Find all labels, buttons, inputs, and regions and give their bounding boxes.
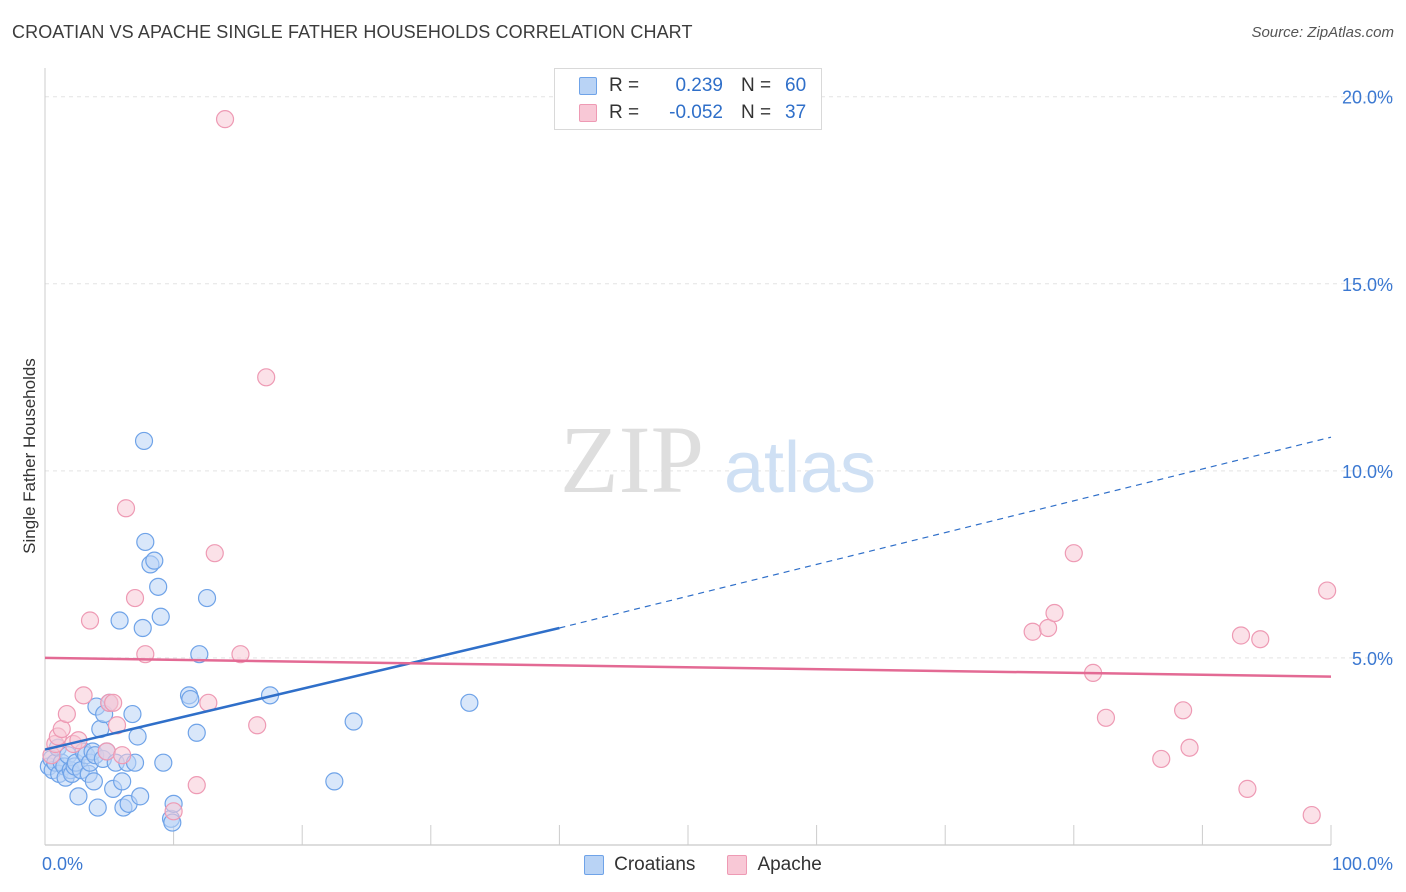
legend-item-croatians[interactable]: Croatians [584,854,695,876]
point-apache [1180,738,1199,757]
point-apache [104,693,123,712]
y-tick-label: 10.0% [1342,462,1393,482]
stats-legend: R = 0.239 N = 60 R = -0.052 N = 37 [554,68,822,130]
x-tick-label: 100.0% [1332,854,1393,874]
axes [44,68,1332,846]
point-apache [1318,581,1337,600]
point-croatians [110,611,129,630]
point-croatians [113,772,132,791]
point-apache [1231,626,1251,645]
y-tick-label: 20.0% [1342,88,1393,108]
point-apache [1045,603,1064,623]
zipatlas-watermark: ZIP atlas [560,406,876,513]
source-credit: Source: ZipAtlas.com [1251,24,1394,41]
point-apache [97,742,116,761]
point-apache [74,686,93,705]
point-apache [1064,544,1083,563]
legend-n-value: 37 [785,102,807,123]
series-legend: Croatians Apache [0,852,1406,878]
legend-row-apache: R = -0.052 N = 37 [579,101,806,125]
legend-row-croatians: R = 0.239 N = 60 [579,74,806,98]
point-apache [1174,701,1193,720]
point-croatians [131,787,150,806]
watermark-zip: ZIP [560,406,704,513]
point-croatians [190,645,209,664]
point-croatians [136,532,155,552]
point-apache [1238,779,1257,798]
legend-label-croatians: Croatians [614,854,696,875]
point-croatians [88,798,107,817]
point-apache [1152,749,1171,769]
point-croatians [149,577,168,596]
point-apache [215,110,235,129]
point-croatians [344,712,363,731]
grid-lines [45,96,1396,659]
legend-item-apache[interactable]: Apache [727,854,822,876]
point-croatians [133,618,152,638]
point-apache [80,611,100,630]
x-tick-label: 0.0% [42,854,83,874]
point-apache [57,704,76,724]
chart-title: CROATIAN VS APACHE SINGLE FATHER HOUSEHO… [12,22,693,42]
point-croatians [69,787,88,806]
legend-n-value: 60 [785,75,807,96]
point-croatians [151,607,170,626]
point-apache [187,776,206,795]
point-croatians [187,723,206,742]
point-apache [248,716,267,735]
point-croatians [460,693,479,712]
legend-swatch-croatians [579,77,597,95]
trend-line-apache [44,656,1332,678]
legend-n-label: N = [741,75,772,96]
point-apache [1302,805,1321,825]
tick-labels: 5.0% 10.0% 15.0% 20.0% 0.0% 100.0% [42,88,1393,874]
point-apache [1251,630,1270,649]
point-croatians [197,588,217,608]
legend-swatch-apache [727,855,748,875]
point-croatians [181,689,200,709]
legend-r-label: R = [609,75,640,96]
point-apache [231,645,250,664]
point-apache [1096,708,1116,727]
trend-extension-croatians [559,436,1332,629]
legend-r-value: 0.239 [675,75,723,96]
legend-n-label: N = [741,102,772,123]
trend-line-croatians [44,626,560,751]
legend-swatch-apache [579,104,597,122]
point-croatians [123,704,142,724]
point-apache [1038,618,1058,638]
legend-label-apache: Apache [757,854,822,875]
point-apache [116,499,136,518]
legend-swatch-croatians [584,855,605,875]
point-croatians [84,772,103,791]
point-croatians [154,753,173,772]
data-points [39,110,1337,832]
y-tick-label: 5.0% [1352,649,1393,669]
legend-r-label: R = [609,102,640,123]
watermark-atlas: atlas [724,428,876,508]
point-apache [205,544,224,563]
point-apache [113,746,132,765]
y-tick-label: 15.0% [1342,275,1393,295]
legend-r-value: -0.052 [669,102,723,123]
point-croatians [128,727,147,746]
point-apache [164,802,183,821]
point-apache [1023,622,1042,641]
point-apache [125,588,145,608]
point-apache [257,368,276,387]
point-croatians [325,772,344,791]
trend-lines [44,436,1332,751]
point-croatians [145,551,164,570]
point-croatians [134,431,154,451]
